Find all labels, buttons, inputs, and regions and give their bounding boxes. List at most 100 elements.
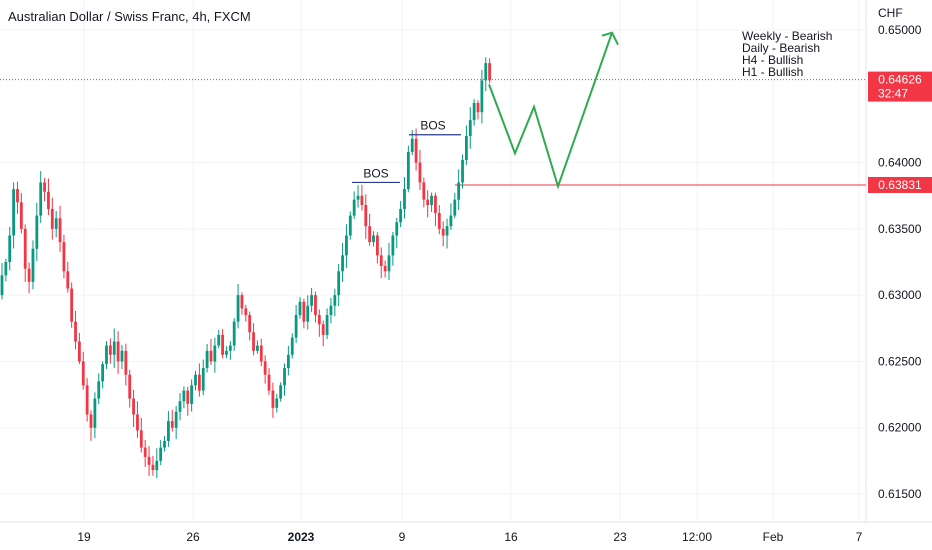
candle-body bbox=[232, 321, 236, 346]
y-tick-label: 0.63000 bbox=[878, 288, 922, 302]
candle-body bbox=[23, 228, 27, 269]
candle-body bbox=[333, 295, 337, 306]
candle-body bbox=[4, 262, 8, 276]
candle-body bbox=[449, 215, 453, 227]
candle-body bbox=[236, 295, 240, 322]
candle-body bbox=[306, 305, 310, 322]
candle-body bbox=[418, 162, 422, 183]
candle-body bbox=[468, 120, 472, 137]
candle-body bbox=[352, 199, 356, 216]
candle-body bbox=[364, 204, 368, 227]
candle-body bbox=[58, 218, 62, 243]
candle-body bbox=[74, 321, 77, 342]
candle-body bbox=[105, 345, 108, 365]
candle-body bbox=[16, 189, 19, 203]
candle-body bbox=[476, 102, 480, 113]
candle-body bbox=[159, 447, 163, 461]
candle-body bbox=[201, 368, 205, 391]
candle-body bbox=[252, 332, 255, 351]
candle-body bbox=[62, 242, 66, 272]
time-axis[interactable]: 19 26 2023 9 16 23 12:00 Feb 7 bbox=[77, 530, 862, 544]
bos-label-1: BOS bbox=[363, 166, 388, 180]
candle-body bbox=[190, 385, 194, 404]
level-price-badge: 0.63831 bbox=[868, 176, 932, 193]
candle-body bbox=[108, 345, 112, 355]
candle-body bbox=[228, 345, 232, 351]
candle-body bbox=[356, 195, 360, 200]
candle-body bbox=[240, 295, 244, 309]
candle-body bbox=[395, 222, 399, 236]
candle-body bbox=[465, 136, 468, 160]
candle-body bbox=[12, 189, 16, 236]
candle-body bbox=[372, 235, 375, 243]
candle-body bbox=[298, 301, 302, 316]
candles bbox=[0, 57, 492, 479]
candle-body bbox=[85, 385, 89, 415]
candle-body bbox=[89, 414, 93, 428]
candle-body bbox=[302, 301, 306, 322]
candle-body bbox=[434, 195, 437, 213]
candle-body bbox=[337, 271, 341, 296]
candle-body bbox=[256, 345, 259, 351]
candle-body bbox=[155, 460, 159, 471]
candle-body bbox=[170, 421, 174, 428]
candle-body bbox=[279, 385, 283, 399]
candle-body bbox=[375, 235, 379, 256]
candle-body bbox=[422, 182, 426, 200]
candle-body bbox=[283, 368, 286, 386]
candle-body bbox=[437, 212, 441, 229]
chart-title: Australian Dollar / Swiss Franc, 4h, FXC… bbox=[8, 9, 251, 24]
candle-body bbox=[124, 350, 128, 375]
candle-body bbox=[391, 235, 395, 256]
candle-body bbox=[430, 195, 433, 205]
x-tick-label: 2023 bbox=[288, 530, 315, 544]
candle-body bbox=[453, 199, 457, 216]
candle-body bbox=[178, 401, 182, 412]
bos-markers: BOS BOS bbox=[352, 119, 461, 184]
candle-body bbox=[345, 235, 348, 256]
note-h4: H4 - Bullish bbox=[742, 53, 804, 67]
bias-notes: Weekly - Bearish Daily - Bearish H4 - Bu… bbox=[742, 30, 832, 78]
candle-body bbox=[263, 361, 267, 375]
price-axis[interactable]: 0.65000 0.64000 0.63500 0.63000 0.62500 0.620… bbox=[878, 23, 922, 501]
candle-body bbox=[403, 189, 406, 209]
candle-body bbox=[151, 464, 155, 471]
candle-body bbox=[317, 315, 321, 325]
candle-body bbox=[399, 208, 403, 223]
x-tick-label: 23 bbox=[613, 530, 627, 544]
candle-body bbox=[8, 235, 12, 262]
candle-body bbox=[47, 191, 50, 209]
candle-body bbox=[213, 345, 217, 362]
candle-body bbox=[325, 315, 329, 335]
candle-body bbox=[112, 341, 116, 355]
candle-body bbox=[35, 215, 39, 249]
candle-body bbox=[139, 430, 143, 448]
candle-body bbox=[0, 275, 4, 296]
candle-body bbox=[66, 271, 70, 289]
candle-body bbox=[267, 374, 271, 391]
candle-body bbox=[120, 350, 124, 362]
candle-body bbox=[472, 102, 476, 121]
candle-body bbox=[414, 138, 418, 163]
candle-body bbox=[341, 255, 344, 272]
candle-body bbox=[78, 341, 81, 362]
candle-body bbox=[174, 411, 178, 428]
candle-body bbox=[480, 80, 484, 113]
candle-body bbox=[488, 63, 492, 81]
candle-body bbox=[136, 414, 139, 431]
candle-body bbox=[54, 218, 58, 229]
candle-body bbox=[197, 374, 201, 391]
candle-body bbox=[410, 138, 414, 152]
y-tick-label: 0.63500 bbox=[878, 222, 922, 236]
y-tick-label: 0.65000 bbox=[878, 23, 922, 37]
candle-body bbox=[379, 255, 383, 266]
candle-body bbox=[217, 334, 221, 346]
candle-body bbox=[205, 350, 209, 369]
candle-body bbox=[81, 361, 85, 386]
candle-body bbox=[321, 324, 325, 335]
candle-body bbox=[445, 226, 449, 236]
projection-path bbox=[488, 31, 619, 190]
candle-body bbox=[271, 390, 275, 408]
current-price-badge: 0.64626 32:47 bbox=[868, 71, 932, 102]
